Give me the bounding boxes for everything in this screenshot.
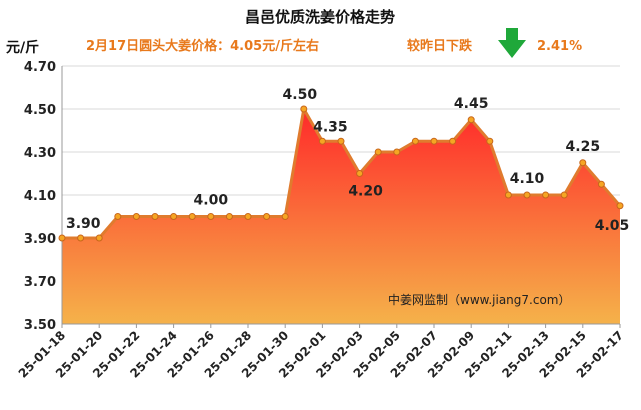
data-point (300, 105, 308, 113)
y-axis-unit: 元/斤 (6, 39, 39, 56)
change-value: 2.41% (537, 39, 582, 54)
data-point (170, 213, 178, 220)
data-point (114, 213, 122, 220)
price-area (62, 109, 620, 324)
data-point (486, 137, 494, 145)
data-point (579, 159, 587, 167)
y-tick-label: 4.50 (24, 103, 56, 118)
change-label: 较昨日下跌 (407, 38, 473, 54)
y-tick-label: 3.90 (24, 232, 56, 247)
data-point (374, 148, 382, 156)
data-point (132, 213, 140, 220)
data-point (449, 137, 457, 145)
data-points (58, 105, 624, 242)
data-point (281, 213, 289, 220)
y-tick-label: 3.70 (24, 275, 56, 290)
data-label: 3.90 (66, 216, 101, 232)
data-point (58, 234, 66, 242)
data-point (318, 137, 326, 145)
data-label: 4.10 (510, 171, 545, 187)
y-tick-label: 4.30 (24, 146, 56, 161)
data-label: 4.00 (194, 193, 229, 209)
price-note: 2月17日圆头大姜价格：4.05元/斤左右 (86, 38, 319, 54)
watermark-text: 中姜网监制（www.jiang7.com） (388, 292, 570, 307)
data-point (244, 213, 252, 220)
data-point (467, 116, 475, 124)
data-label: 4.50 (283, 87, 318, 103)
y-tick-label: 3.50 (24, 318, 56, 333)
data-point (225, 213, 233, 220)
y-tick-label: 4.70 (24, 60, 56, 75)
data-point (337, 137, 345, 145)
y-axis-ticks: 3.50 3.70 3.90 4.10 4.30 4.50 4.70 (24, 60, 56, 333)
data-point (263, 213, 271, 220)
data-label: 4.25 (566, 139, 601, 155)
data-point (207, 213, 215, 220)
data-point (616, 202, 624, 210)
x-axis-ticks: 25-01-1825-01-2025-01-2225-01-2425-01-26… (16, 324, 626, 381)
data-point (77, 234, 85, 242)
data-point (504, 191, 512, 199)
down-arrow-icon (498, 28, 526, 58)
data-point (95, 234, 103, 242)
data-labels: 3.90 4.00 4.50 4.35 4.20 4.45 4.10 4.25 4.05 (66, 87, 629, 234)
data-point (188, 213, 196, 220)
data-point (151, 213, 159, 220)
data-label: 4.05 (595, 218, 630, 234)
data-point (523, 191, 531, 199)
y-tick-label: 4.10 (24, 189, 56, 204)
data-point (393, 148, 401, 156)
data-label: 4.35 (313, 119, 348, 135)
data-label: 4.20 (348, 184, 383, 200)
data-point (430, 137, 438, 145)
data-point (411, 137, 419, 145)
chart-title: 昌邑优质洗姜价格走势 (245, 8, 395, 26)
data-label: 4.45 (454, 96, 489, 112)
data-point (560, 191, 568, 199)
data-point (542, 191, 550, 199)
data-point (597, 180, 605, 188)
data-point (356, 170, 364, 177)
